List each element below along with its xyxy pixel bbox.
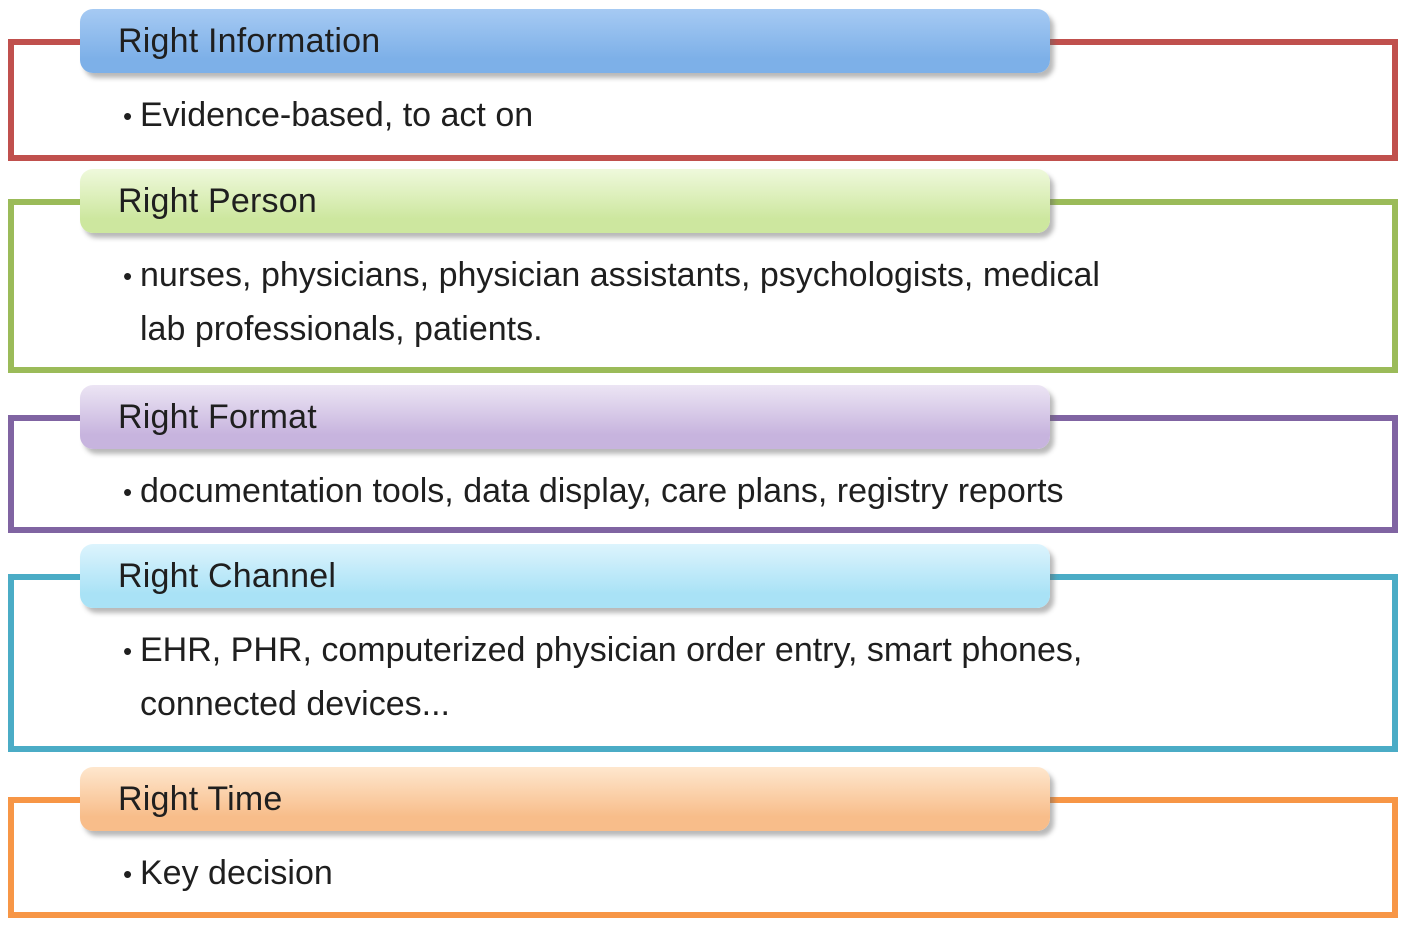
section-body: • Key decision <box>8 797 1398 901</box>
section-title: Right Person <box>118 181 317 220</box>
section-right-person: Right Person • nurses, physicians, physic… <box>8 169 1398 373</box>
bullet-item: • Key decision <box>123 847 1378 901</box>
bullet-item: • EHR, PHR, computerized physician order … <box>123 624 1378 678</box>
section-title: Right Information <box>118 21 381 60</box>
bullet-icon: • <box>123 477 133 507</box>
bullet-text: Key decision <box>140 854 333 892</box>
section-body: • documentation tools, data display, care… <box>8 415 1398 519</box>
bullet-item: • documentation tools, data display, care… <box>123 465 1378 519</box>
bullet-item: • nurses, physicians, physician assistant… <box>123 249 1378 303</box>
bullet-text: EHR, PHR, computerized physician order e… <box>140 631 1083 669</box>
section-right-channel: Right Channel • EHR, PHR, computerized ph… <box>8 544 1398 752</box>
bullet-item: • Evidence-based, to act on <box>123 89 1378 143</box>
bullet-icon: • <box>123 101 133 131</box>
section-body: • nurses, physicians, physician assistant… <box>8 199 1398 356</box>
section-header-bar: Right Information <box>80 9 1050 73</box>
bullet-text: documentation tools, data display, care … <box>140 472 1064 510</box>
section-header-bar: Right Format <box>80 385 1050 449</box>
section-right-information: Right Information • Evidence-based, to ac… <box>8 9 1398 161</box>
section-right-format: Right Format • documentation tools, data … <box>8 385 1398 533</box>
section-title: Right Channel <box>118 556 337 595</box>
section-body: • Evidence-based, to act on <box>8 39 1398 143</box>
section-title: Right Time <box>118 779 283 818</box>
bullet-icon: • <box>123 859 133 889</box>
bullet-text: nurses, physicians, physician assistants… <box>140 256 1100 294</box>
section-title: Right Format <box>118 397 317 436</box>
section-header-bar: Right Time <box>80 767 1050 831</box>
bullet-item-continuation: lab professionals, patients. <box>140 310 543 348</box>
section-body: • EHR, PHR, computerized physician order … <box>8 574 1398 731</box>
section-header-bar: Right Channel <box>80 544 1050 608</box>
section-header-bar: Right Person <box>80 169 1050 233</box>
bullet-item-continuation: connected devices... <box>140 685 450 723</box>
section-right-time: Right Time • Key decision <box>8 767 1398 918</box>
bullet-icon: • <box>123 636 133 666</box>
bullet-text: Evidence-based, to act on <box>140 96 534 134</box>
bullet-icon: • <box>123 261 133 291</box>
